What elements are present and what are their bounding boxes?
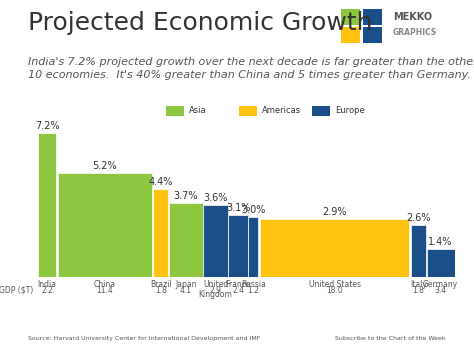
- Bar: [57, 173, 152, 277]
- Text: GRAPHICS: GRAPHICS: [393, 28, 438, 37]
- FancyBboxPatch shape: [364, 27, 382, 43]
- Text: MEKKO: MEKKO: [393, 12, 432, 22]
- Text: 4.4%: 4.4%: [149, 177, 173, 187]
- Bar: [38, 133, 56, 277]
- Bar: [427, 249, 455, 277]
- Bar: [411, 225, 426, 277]
- Text: 2.6%: 2.6%: [406, 213, 431, 223]
- Text: Subscribe to the Chart of the Week: Subscribe to the Chart of the Week: [335, 336, 446, 341]
- Text: 2.2: 2.2: [41, 286, 53, 295]
- Text: 3.0%: 3.0%: [241, 205, 265, 215]
- Text: 1.2: 1.2: [247, 286, 259, 295]
- Text: 11.4: 11.4: [97, 286, 113, 295]
- Text: India's 7.2% projected growth over the next decade is far greater than the other: India's 7.2% projected growth over the n…: [28, 57, 474, 80]
- Text: 3.1%: 3.1%: [226, 203, 250, 213]
- Bar: [169, 203, 203, 277]
- Text: Source: Harvard University Center for International Development and IMF: Source: Harvard University Center for In…: [28, 336, 261, 341]
- FancyBboxPatch shape: [312, 106, 330, 116]
- Text: 3.7%: 3.7%: [173, 191, 198, 201]
- Text: 1.4%: 1.4%: [428, 237, 453, 247]
- Text: 18.0: 18.0: [326, 286, 343, 295]
- Bar: [203, 205, 228, 277]
- Bar: [260, 219, 410, 277]
- FancyBboxPatch shape: [341, 27, 360, 43]
- Bar: [248, 217, 258, 277]
- FancyBboxPatch shape: [166, 106, 184, 116]
- Text: Asia: Asia: [189, 105, 207, 115]
- Text: 7.2%: 7.2%: [35, 121, 60, 131]
- Bar: [228, 215, 248, 277]
- Text: 3.6%: 3.6%: [203, 193, 228, 203]
- Text: Americas: Americas: [262, 105, 301, 115]
- Text: Projected Economic Growth: Projected Economic Growth: [28, 11, 373, 35]
- FancyBboxPatch shape: [341, 9, 360, 25]
- Text: 4.1: 4.1: [180, 286, 192, 295]
- Text: GDP ($T): GDP ($T): [0, 286, 34, 295]
- Text: 3.4: 3.4: [435, 286, 447, 295]
- Text: Europe: Europe: [336, 105, 365, 115]
- Text: 2.9: 2.9: [210, 286, 221, 295]
- Text: 2.9%: 2.9%: [322, 207, 347, 217]
- Text: 1.8: 1.8: [413, 286, 425, 295]
- Text: 5.2%: 5.2%: [92, 161, 117, 171]
- Bar: [154, 189, 168, 277]
- FancyBboxPatch shape: [239, 106, 257, 116]
- FancyBboxPatch shape: [364, 9, 382, 25]
- Text: 1.8: 1.8: [155, 286, 167, 295]
- Text: 2.4: 2.4: [232, 286, 244, 295]
